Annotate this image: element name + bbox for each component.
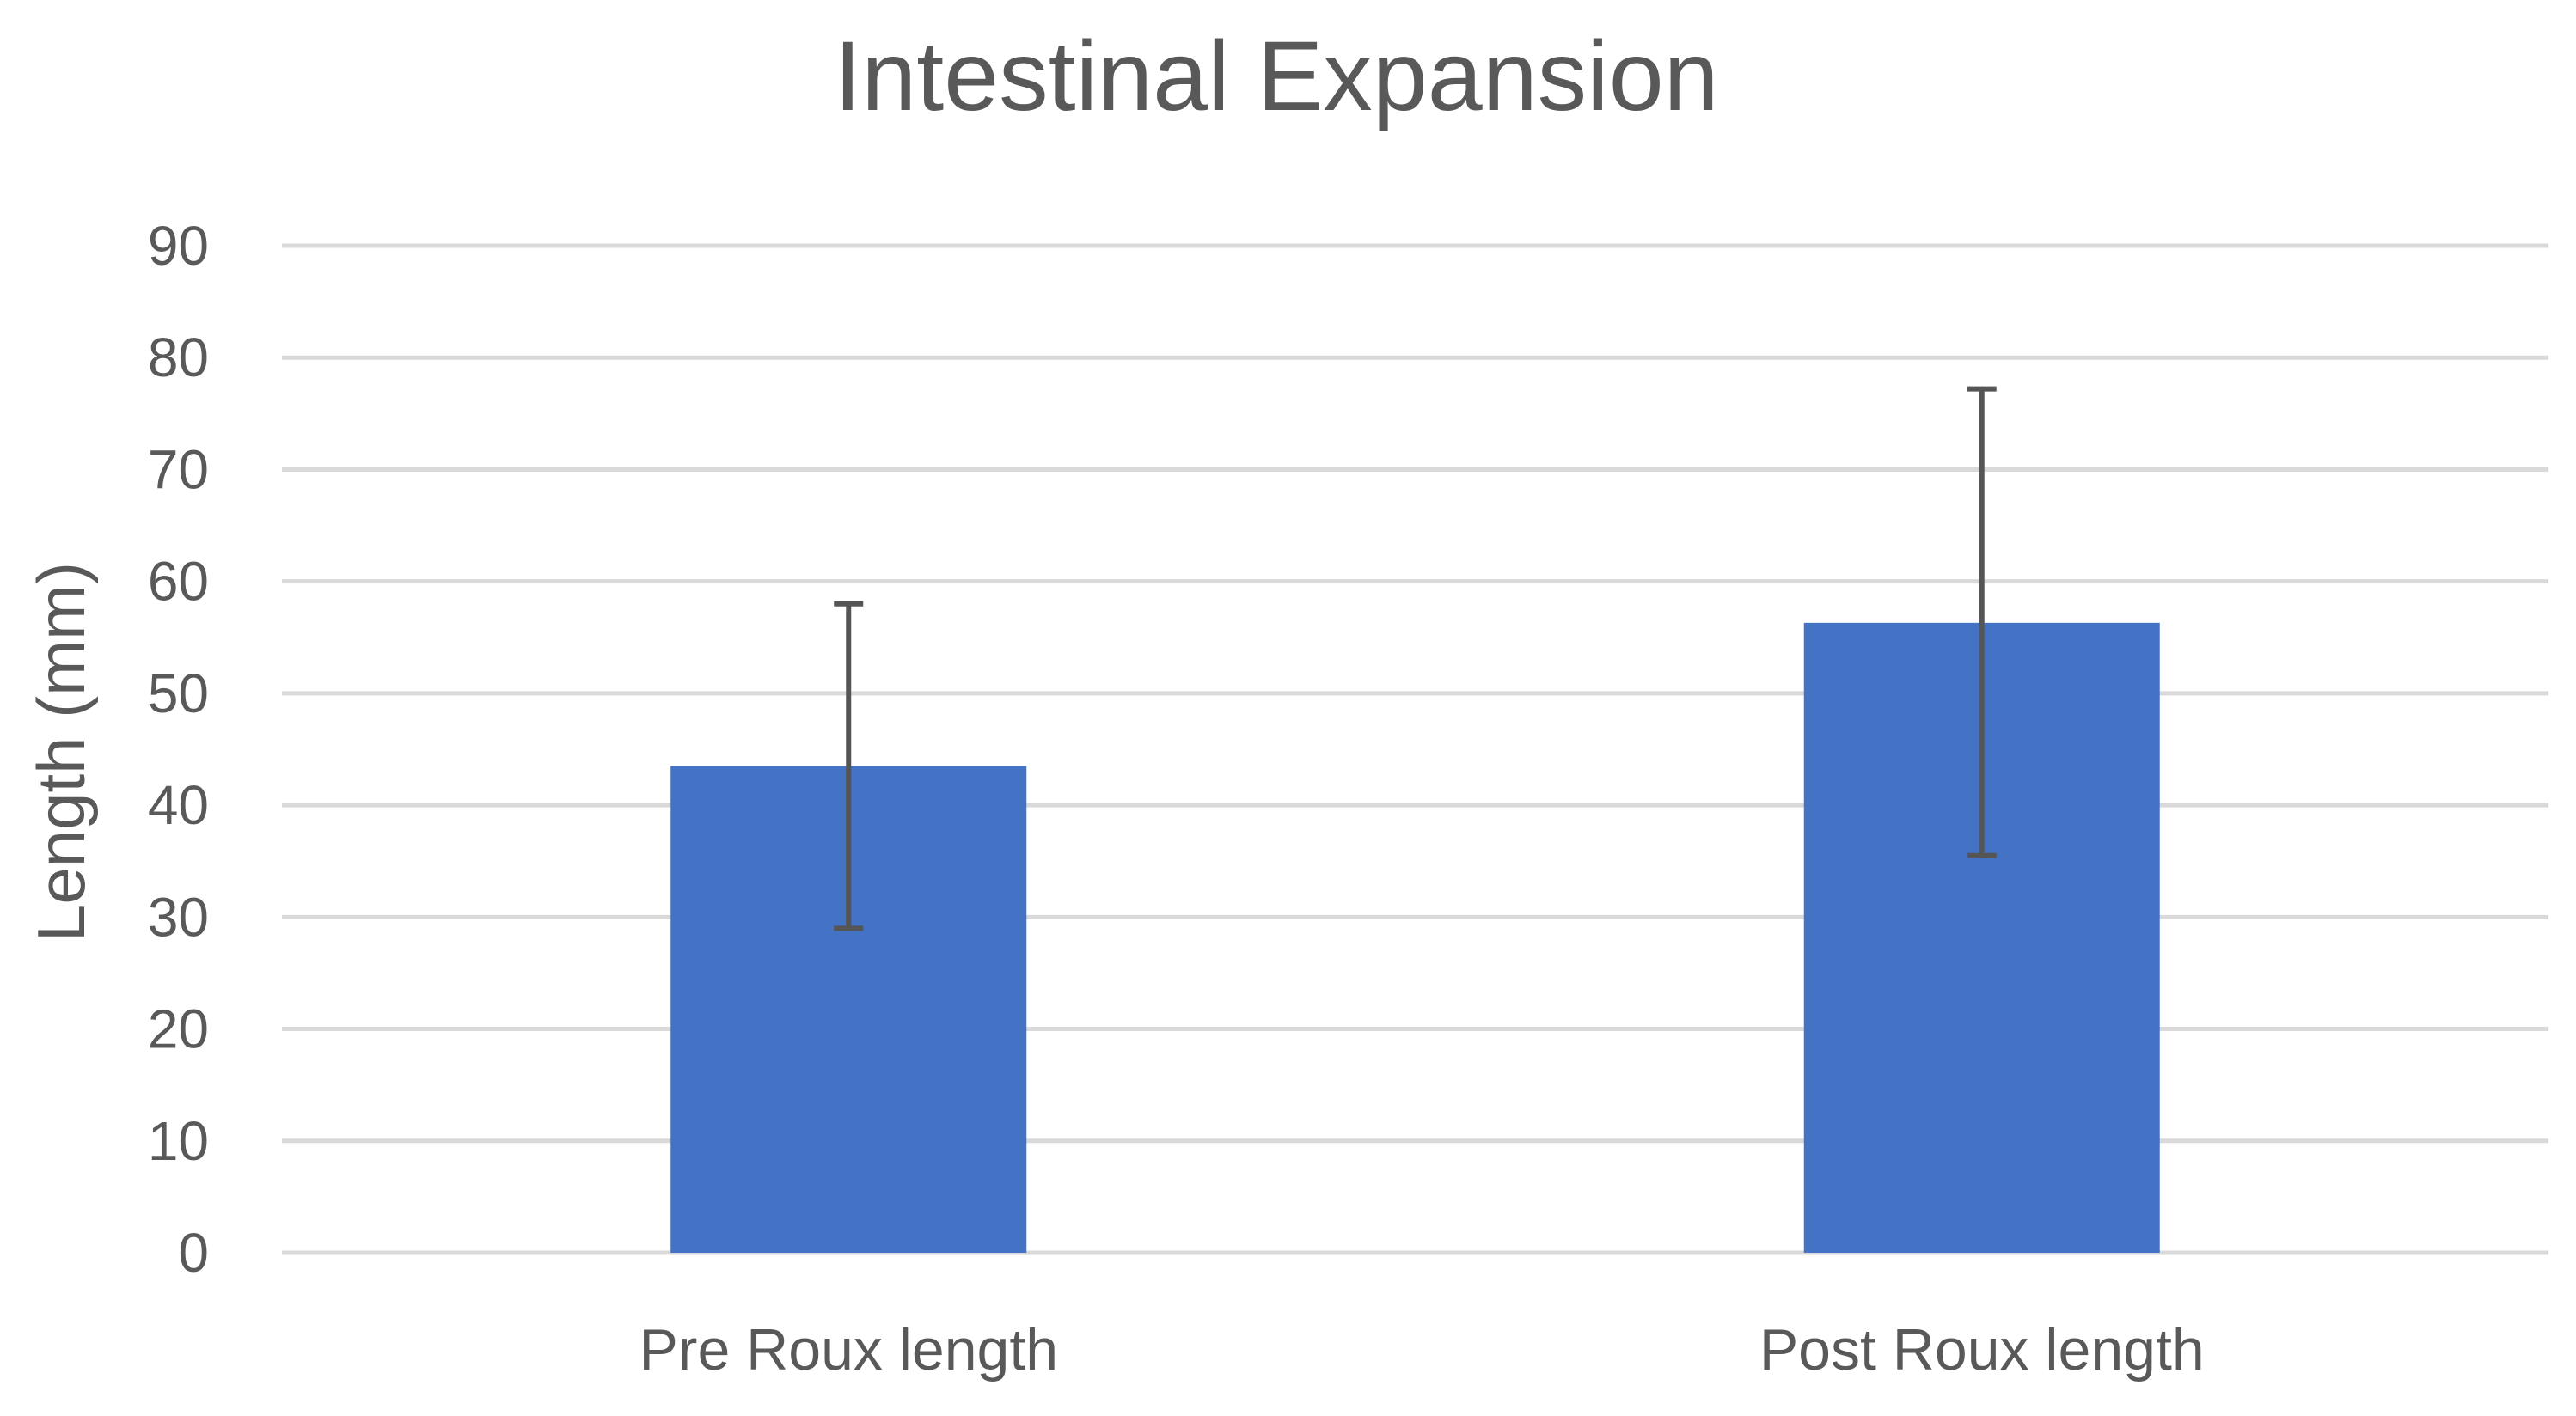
y-tick-label: 90 — [148, 215, 209, 277]
y-tick-label: 30 — [148, 886, 209, 948]
y-tick-label: 10 — [148, 1110, 209, 1172]
y-tick-label: 60 — [148, 551, 209, 613]
x-category-label: Pre Roux length — [639, 1317, 1058, 1382]
x-category-label: Post Roux length — [1759, 1317, 2205, 1382]
y-tick-label: 50 — [148, 662, 209, 724]
y-axis-ticks: 0 10 20 30 40 50 60 70 80 90 — [148, 215, 209, 1284]
error-bar-post-roux — [1967, 386, 1997, 858]
chart-title: Intestinal Expansion — [834, 21, 1718, 131]
y-tick-label: 0 — [178, 1222, 209, 1284]
y-tick-label: 70 — [148, 438, 209, 500]
bars — [670, 622, 2160, 1253]
y-axis-label: Length (mm) — [23, 562, 99, 942]
error-bar-pre-roux — [834, 601, 864, 931]
error-bars — [834, 386, 1997, 931]
y-tick-label: 80 — [148, 327, 209, 388]
y-tick-label: 40 — [148, 774, 209, 836]
x-axis-categories: Pre Roux length Post Roux length — [639, 1317, 2204, 1382]
gridlines — [282, 243, 2548, 1255]
y-tick-label: 20 — [148, 998, 209, 1060]
